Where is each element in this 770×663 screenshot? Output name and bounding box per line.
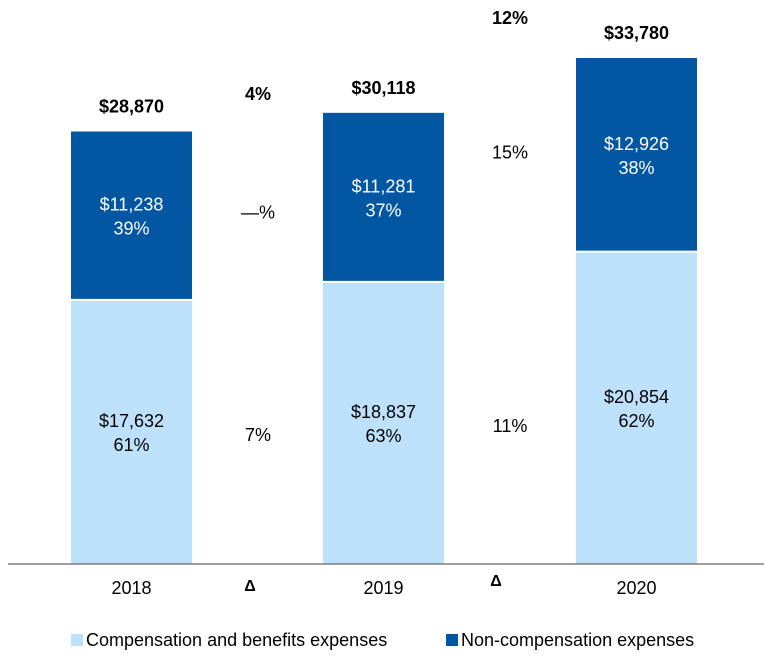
change-non-compensation-label: 15% xyxy=(492,142,528,162)
change-total-label: 4% xyxy=(245,84,271,104)
bar-compensation-2019 xyxy=(323,281,444,564)
data-label-non-compensation-value: $12,926 xyxy=(604,134,669,154)
data-label-non-compensation-pct: 37% xyxy=(365,200,401,220)
x-tick-label: 2018 xyxy=(111,578,151,598)
data-label-compensation-value: $17,632 xyxy=(99,411,164,431)
legend-label-non-compensation: Non-compensation expenses xyxy=(461,630,694,650)
data-label-total: $28,870 xyxy=(99,97,164,117)
data-label-non-compensation-pct: 39% xyxy=(113,219,149,239)
legend-swatch-non-compensation xyxy=(446,634,458,646)
data-label-compensation-pct: 61% xyxy=(113,435,149,455)
bar-compensation-2020 xyxy=(576,251,697,564)
legend-label-compensation: Compensation and benefits expenses xyxy=(86,630,387,650)
bar-compensation-2018 xyxy=(71,299,192,564)
data-label-non-compensation-value: $11,281 xyxy=(352,176,416,196)
bar-non-compensation-2019 xyxy=(323,112,444,282)
data-label-compensation-pct: 63% xyxy=(365,426,401,446)
data-label-compensation-pct: 62% xyxy=(618,411,654,431)
change-compensation-label: 7% xyxy=(245,425,271,445)
change-total-label: 12% xyxy=(492,8,528,28)
delta-symbol: Δ xyxy=(490,573,502,590)
bar-non-compensation-2018 xyxy=(71,131,192,300)
change-compensation-label: 11% xyxy=(493,416,528,436)
x-tick-label: 2020 xyxy=(616,578,656,598)
data-label-total: $30,118 xyxy=(351,78,415,98)
legend-swatch-compensation xyxy=(71,634,83,646)
data-label-non-compensation-value: $11,238 xyxy=(100,195,164,215)
data-label-compensation-value: $18,837 xyxy=(351,402,416,422)
data-label-total: $33,780 xyxy=(604,23,669,43)
data-label-compensation-value: $20,854 xyxy=(604,387,669,407)
delta-symbol: Δ xyxy=(244,578,256,595)
data-label-non-compensation-pct: 38% xyxy=(618,158,654,178)
x-tick-label: 2019 xyxy=(363,578,403,598)
bar-non-compensation-2020 xyxy=(576,57,697,252)
change-non-compensation-label: —% xyxy=(241,203,275,223)
